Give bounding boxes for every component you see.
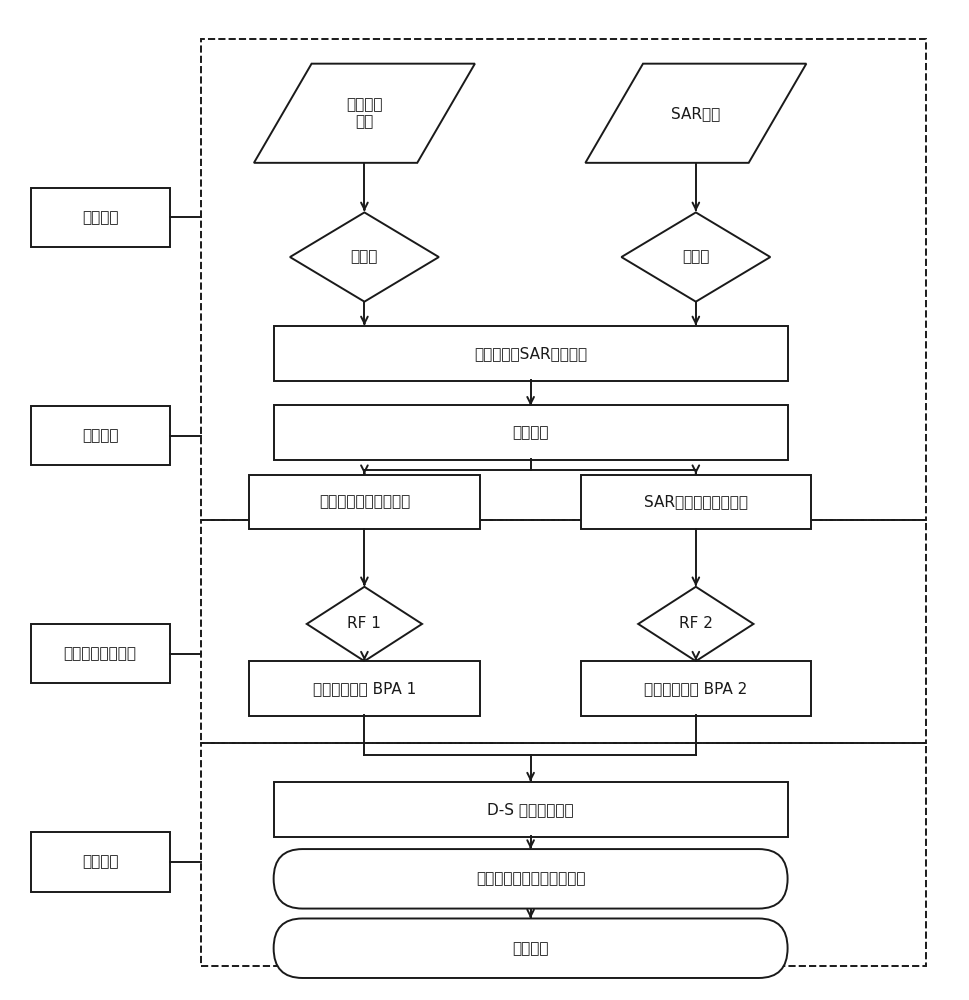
Bar [202,743,926,966]
Text: 特征提取: 特征提取 [513,425,548,440]
Bar [580,661,811,716]
Text: 影像处理: 影像处理 [82,210,118,225]
Text: SAR影像: SAR影像 [672,106,721,121]
Polygon shape [639,587,754,661]
Text: 特征提取: 特征提取 [82,428,118,443]
Polygon shape [621,212,770,302]
Text: 光学影像及其光谱特征: 光学影像及其光谱特征 [319,494,410,509]
Bar [249,475,480,529]
Text: 精度评价: 精度评价 [513,941,548,956]
Text: 基本指派概率 BPA 1: 基本指派概率 BPA 1 [313,681,416,696]
Text: RF 1: RF 1 [348,616,382,631]
Text: 城市不透水面决策融合结果: 城市不透水面决策融合结果 [476,871,585,886]
Text: 基本指派概率 BPA 2: 基本指派概率 BPA 2 [644,681,747,696]
Text: 决策融合: 决策融合 [82,854,118,869]
Polygon shape [290,212,439,302]
Bar [31,624,170,683]
Polygon shape [585,64,806,163]
Bar [580,475,811,529]
Text: D-S 证据理论融合: D-S 证据理论融合 [487,802,574,817]
Bar [273,405,788,460]
Text: SAR影像及其纹理特征: SAR影像及其纹理特征 [643,494,748,509]
Text: 预处理: 预处理 [682,250,709,265]
Polygon shape [254,64,475,163]
Text: 光学影像与SAR影像配准: 光学影像与SAR影像配准 [474,346,587,361]
Bar [249,661,480,716]
Text: RF 2: RF 2 [679,616,713,631]
FancyBboxPatch shape [273,849,788,909]
FancyBboxPatch shape [273,918,788,978]
Text: 基本指派概率构建: 基本指派概率构建 [64,646,137,661]
Bar [31,188,170,247]
Polygon shape [307,587,422,661]
Bar [202,39,926,520]
Bar [273,326,788,381]
Bar [273,782,788,837]
Bar [31,406,170,465]
Text: 光学遥感
影像: 光学遥感 影像 [346,97,383,129]
Text: 预处理: 预处理 [351,250,378,265]
Bar [31,832,170,892]
Bar [202,520,926,743]
